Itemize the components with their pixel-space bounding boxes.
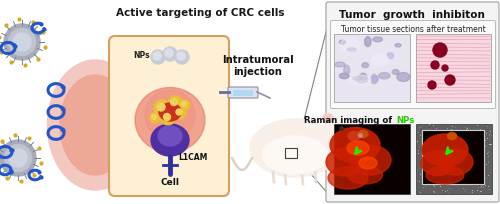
Bar bbox=[416, 124, 492, 194]
Ellipse shape bbox=[378, 73, 390, 79]
Ellipse shape bbox=[349, 145, 391, 175]
Circle shape bbox=[445, 75, 455, 85]
Ellipse shape bbox=[347, 141, 369, 155]
Ellipse shape bbox=[422, 134, 468, 166]
Bar bbox=[416, 34, 491, 102]
Circle shape bbox=[174, 107, 186, 119]
Ellipse shape bbox=[348, 166, 382, 184]
Circle shape bbox=[175, 50, 189, 64]
Text: Active targeting of CRC cells: Active targeting of CRC cells bbox=[116, 8, 284, 18]
Ellipse shape bbox=[392, 70, 399, 74]
Ellipse shape bbox=[448, 133, 456, 140]
Ellipse shape bbox=[421, 151, 455, 175]
Circle shape bbox=[164, 113, 170, 121]
Ellipse shape bbox=[250, 119, 340, 177]
Ellipse shape bbox=[340, 40, 345, 44]
Ellipse shape bbox=[397, 73, 410, 81]
FancyBboxPatch shape bbox=[233, 90, 253, 95]
Ellipse shape bbox=[335, 62, 345, 67]
Circle shape bbox=[0, 140, 36, 176]
Circle shape bbox=[433, 43, 447, 57]
Text: Raman imaging of: Raman imaging of bbox=[304, 116, 395, 125]
Ellipse shape bbox=[60, 75, 130, 175]
Ellipse shape bbox=[159, 103, 181, 121]
Ellipse shape bbox=[344, 65, 349, 75]
Text: NPs: NPs bbox=[396, 116, 414, 125]
Circle shape bbox=[161, 111, 175, 125]
Ellipse shape bbox=[322, 113, 334, 122]
Ellipse shape bbox=[328, 167, 368, 189]
Ellipse shape bbox=[151, 124, 189, 156]
Bar bbox=[422, 130, 484, 184]
Circle shape bbox=[177, 52, 185, 60]
Ellipse shape bbox=[437, 149, 473, 175]
FancyBboxPatch shape bbox=[109, 36, 229, 196]
Text: L1CAM: L1CAM bbox=[178, 153, 208, 163]
Circle shape bbox=[8, 29, 36, 55]
Ellipse shape bbox=[347, 48, 356, 51]
Ellipse shape bbox=[362, 63, 368, 68]
Ellipse shape bbox=[145, 90, 195, 140]
Ellipse shape bbox=[395, 44, 401, 47]
Text: Intratumoral
injection: Intratumoral injection bbox=[222, 55, 294, 76]
FancyBboxPatch shape bbox=[330, 20, 496, 109]
Ellipse shape bbox=[340, 73, 349, 79]
Circle shape bbox=[4, 144, 32, 172]
Ellipse shape bbox=[426, 166, 464, 184]
Bar bbox=[334, 34, 410, 102]
Ellipse shape bbox=[340, 38, 360, 52]
FancyBboxPatch shape bbox=[326, 2, 499, 202]
Text: Cell: Cell bbox=[160, 178, 180, 187]
Circle shape bbox=[165, 49, 173, 57]
Circle shape bbox=[170, 99, 177, 105]
Text: Tumor tissue sections after treatment: Tumor tissue sections after treatment bbox=[340, 25, 486, 34]
Circle shape bbox=[9, 149, 27, 167]
Ellipse shape bbox=[348, 132, 360, 141]
Circle shape bbox=[431, 61, 439, 69]
FancyBboxPatch shape bbox=[228, 87, 258, 98]
Ellipse shape bbox=[353, 76, 361, 80]
Ellipse shape bbox=[349, 75, 371, 85]
Ellipse shape bbox=[330, 128, 380, 163]
Ellipse shape bbox=[326, 148, 364, 176]
Ellipse shape bbox=[371, 74, 378, 84]
Circle shape bbox=[153, 52, 161, 60]
Circle shape bbox=[152, 114, 156, 120]
Circle shape bbox=[13, 33, 31, 51]
Circle shape bbox=[163, 47, 177, 61]
Ellipse shape bbox=[387, 53, 394, 59]
Ellipse shape bbox=[360, 73, 366, 80]
Ellipse shape bbox=[322, 120, 354, 146]
Circle shape bbox=[182, 102, 186, 106]
Circle shape bbox=[151, 50, 165, 64]
Ellipse shape bbox=[135, 88, 205, 153]
Ellipse shape bbox=[48, 60, 142, 190]
Circle shape bbox=[180, 100, 190, 110]
Circle shape bbox=[157, 103, 165, 111]
Ellipse shape bbox=[262, 136, 328, 174]
Circle shape bbox=[168, 96, 182, 110]
Ellipse shape bbox=[324, 115, 332, 121]
Ellipse shape bbox=[359, 157, 377, 169]
Circle shape bbox=[154, 100, 170, 116]
Ellipse shape bbox=[358, 131, 368, 137]
Ellipse shape bbox=[364, 37, 371, 47]
Ellipse shape bbox=[158, 126, 182, 146]
Circle shape bbox=[428, 81, 436, 89]
Ellipse shape bbox=[371, 54, 389, 66]
Ellipse shape bbox=[356, 75, 368, 83]
Circle shape bbox=[176, 109, 182, 115]
Text: NPs: NPs bbox=[133, 51, 150, 60]
Circle shape bbox=[150, 113, 160, 123]
Text: Tumor  growth  inhibiton: Tumor growth inhibiton bbox=[339, 10, 485, 20]
Ellipse shape bbox=[372, 76, 378, 82]
Bar bbox=[334, 124, 410, 194]
Circle shape bbox=[4, 24, 40, 60]
Circle shape bbox=[442, 65, 448, 71]
Ellipse shape bbox=[373, 37, 382, 42]
